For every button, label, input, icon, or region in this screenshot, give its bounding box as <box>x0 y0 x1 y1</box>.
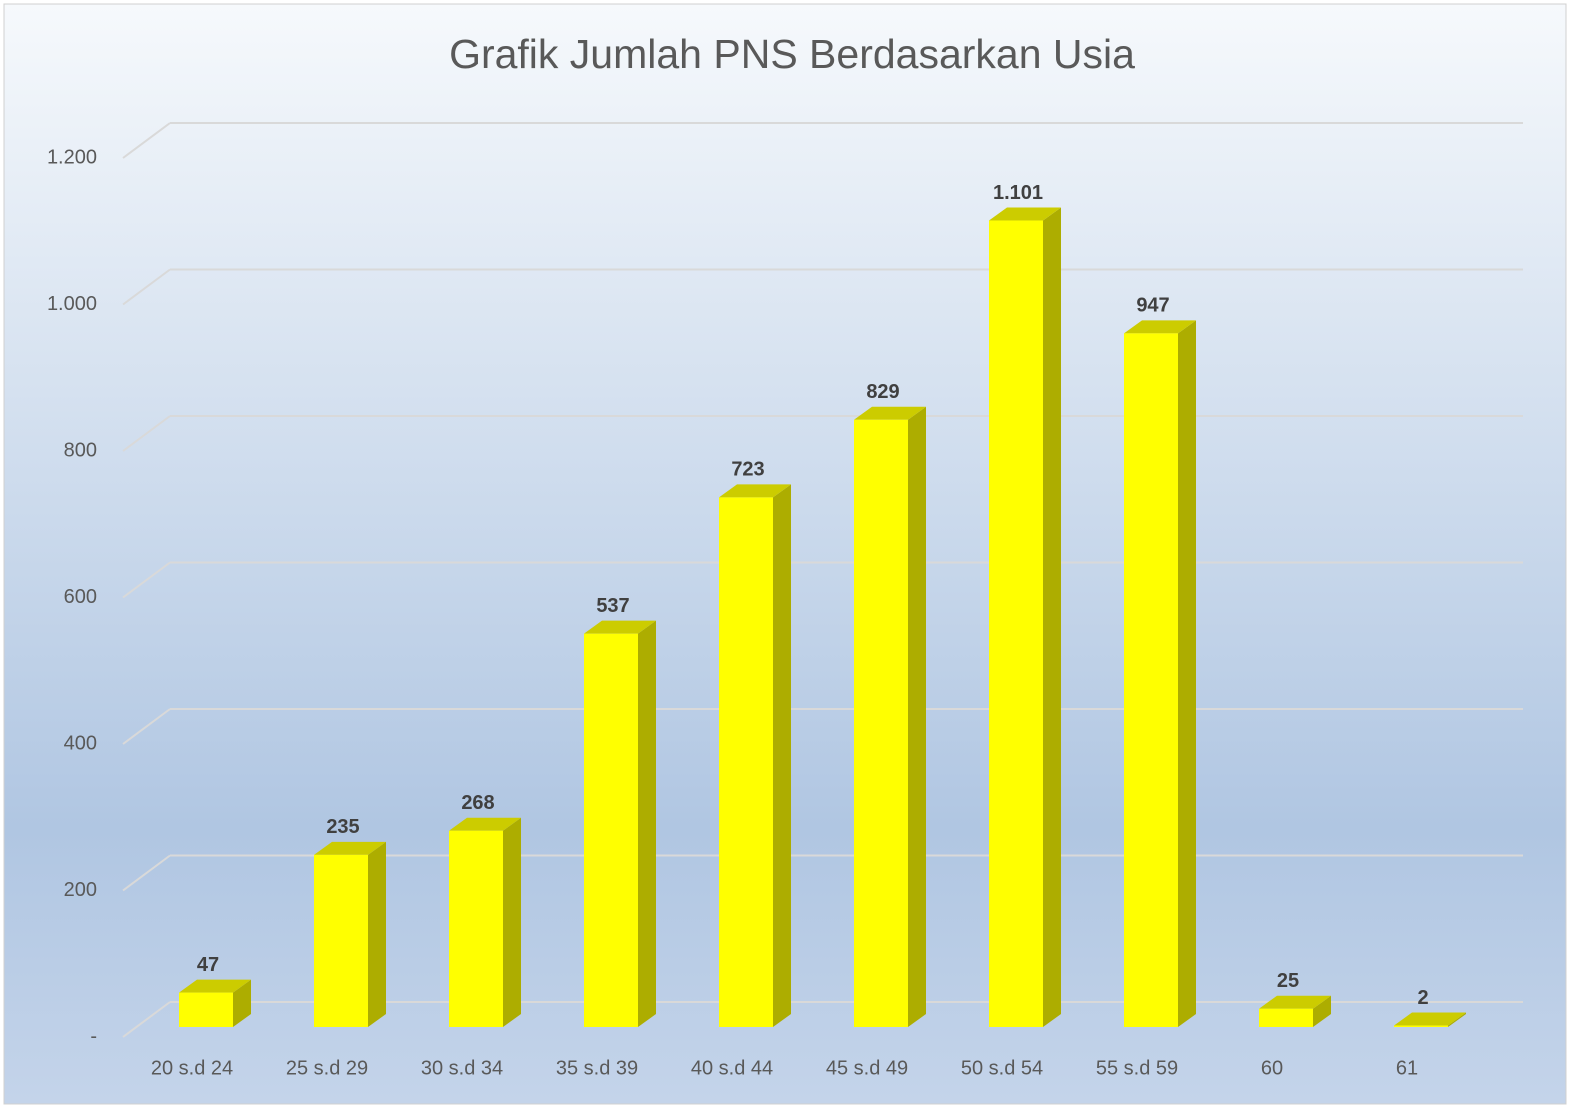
bar-top <box>314 841 386 855</box>
bar <box>179 992 233 1027</box>
x-tick-label: 55 s.d 59 <box>1096 1057 1178 1079</box>
value-label: 2 <box>1417 987 1428 1009</box>
grid-line-floor <box>122 122 171 159</box>
bar <box>584 633 638 1027</box>
bar-top <box>1259 995 1331 1009</box>
y-tick-label: 200 <box>64 879 97 901</box>
bar-top <box>1124 320 1196 334</box>
chart-title: Grafik Jumlah PNS Berdasarkan Usia <box>449 31 1135 77</box>
value-label: 235 <box>326 816 359 838</box>
value-label: 723 <box>731 459 764 481</box>
bar-top <box>584 620 656 634</box>
y-tick-label: 800 <box>64 439 97 461</box>
bar-side <box>368 841 386 1027</box>
bar-top <box>989 207 1061 221</box>
bar-top <box>449 817 521 831</box>
y-tick-label: - <box>90 1025 97 1047</box>
bar <box>314 854 368 1027</box>
grid-line-floor <box>122 561 171 599</box>
bar-side <box>773 484 791 1028</box>
bar-side <box>1043 207 1061 1027</box>
x-tick-label: 61 <box>1396 1057 1418 1079</box>
bar-top <box>179 979 251 993</box>
bar-side <box>233 979 251 1027</box>
bar-side <box>1313 995 1331 1027</box>
bar-side <box>638 620 656 1027</box>
value-label: 47 <box>197 954 219 976</box>
value-label: 537 <box>596 595 629 617</box>
bar <box>989 220 1043 1027</box>
bar-top <box>719 484 791 498</box>
bar <box>854 419 908 1027</box>
grid-line-floor <box>122 1001 171 1038</box>
grid-line-floor <box>122 268 171 306</box>
value-label: 947 <box>1136 295 1169 317</box>
y-tick-label: 1.000 <box>47 293 97 315</box>
x-tick-label: 45 s.d 49 <box>826 1057 908 1079</box>
x-tick-label: 60 <box>1261 1057 1283 1079</box>
y-tick-label: 600 <box>64 586 97 608</box>
bar <box>719 497 773 1028</box>
x-tick-label: 40 s.d 44 <box>691 1057 773 1079</box>
x-tick-label: 50 s.d 54 <box>961 1057 1043 1079</box>
grid-line-floor <box>122 854 171 892</box>
bar-top <box>854 406 926 420</box>
x-tick-label: 35 s.d 39 <box>556 1057 638 1079</box>
bar <box>1124 333 1178 1027</box>
value-label: 268 <box>461 792 494 814</box>
bar-side <box>1178 320 1196 1027</box>
bar-top <box>1394 1012 1466 1026</box>
bar <box>1394 1025 1448 1027</box>
bar <box>449 830 503 1027</box>
value-label: 829 <box>866 381 899 403</box>
bar <box>1259 1008 1313 1027</box>
bar-side <box>1448 1012 1466 1027</box>
x-tick-label: 20 s.d 24 <box>151 1057 233 1079</box>
value-label: 25 <box>1277 970 1299 992</box>
x-tick-label: 25 s.d 29 <box>286 1057 368 1079</box>
value-label: 1.101 <box>993 182 1043 204</box>
bar-side <box>908 406 926 1027</box>
y-tick-label: 1.200 <box>47 146 97 168</box>
grid-line-floor <box>122 415 171 452</box>
x-tick-label: 30 s.d 34 <box>421 1057 503 1079</box>
grid-line-floor <box>122 708 171 745</box>
bar-side <box>503 817 521 1027</box>
y-tick-label: 400 <box>64 732 97 754</box>
